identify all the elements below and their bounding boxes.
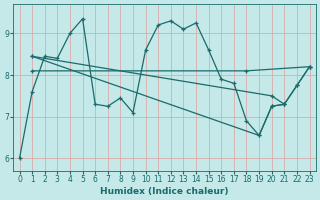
X-axis label: Humidex (Indice chaleur): Humidex (Indice chaleur): [100, 187, 229, 196]
